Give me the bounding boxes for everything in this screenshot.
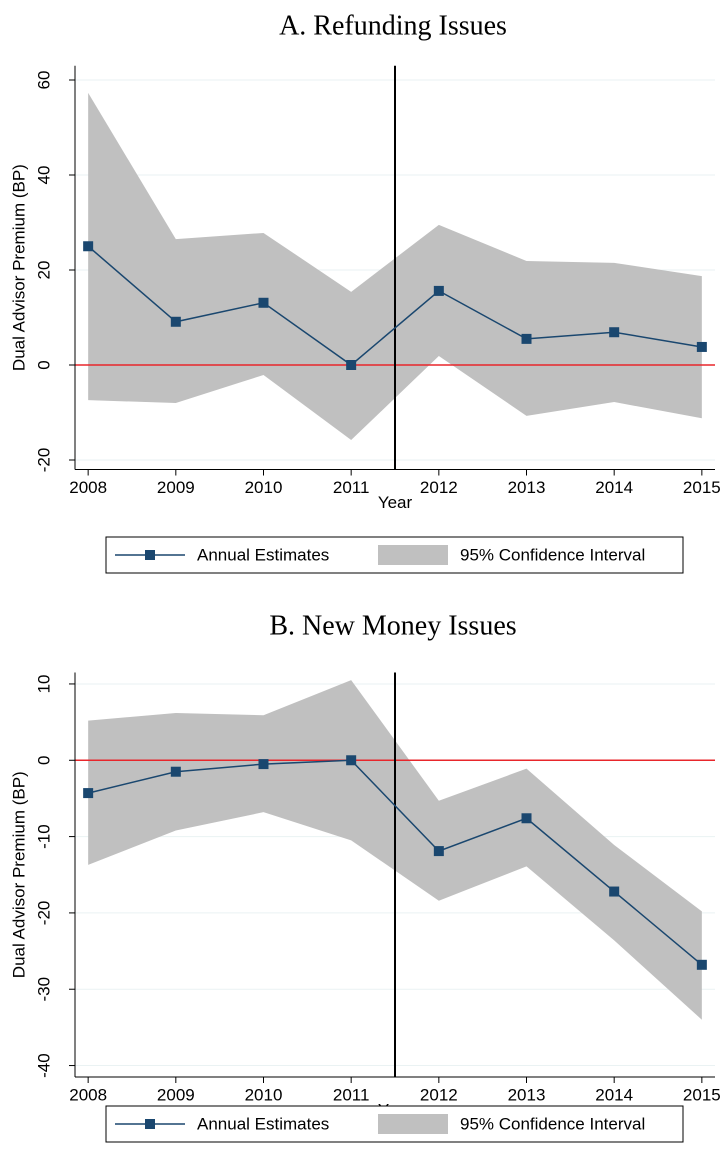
- marker: [346, 360, 357, 370]
- y-tick-label: -20: [34, 448, 53, 473]
- legend-swatch: [378, 545, 448, 565]
- x-tick-label: 2011: [333, 478, 370, 497]
- x-tick-label: 2012: [420, 1085, 458, 1104]
- marker: [346, 755, 357, 766]
- marker: [609, 327, 620, 338]
- x-tick-label: 2015: [683, 1085, 721, 1104]
- chart-title: A. Refunding Issues: [279, 10, 507, 41]
- x-tick-label: 2014: [595, 1085, 633, 1104]
- y-tick-label: -10: [34, 824, 53, 849]
- series-line: [87, 759, 703, 966]
- x-tick-label: 2008: [69, 1085, 107, 1104]
- marker: [433, 285, 444, 296]
- legend-label: 95% Confidence Interval: [460, 1114, 645, 1133]
- marker: [170, 316, 181, 327]
- x-tick-label: 2013: [508, 478, 546, 497]
- x-tick-label: 2012: [420, 478, 458, 497]
- legend-swatch: [378, 1114, 448, 1134]
- y-axis-label: Dual Advisor Premium (BP): [9, 164, 28, 371]
- marker: [433, 846, 444, 857]
- y-tick-label: 0: [34, 360, 53, 369]
- x-tick-label: 2015: [683, 478, 721, 497]
- y-tick-label: -30: [34, 977, 53, 1002]
- y-tick-label: 0: [34, 756, 53, 765]
- y-tick-label: 40: [34, 166, 53, 185]
- x-tick-label: 2013: [508, 1085, 546, 1104]
- y-tick-label: -20: [34, 901, 53, 926]
- marker: [258, 297, 269, 308]
- y-axis-label: Dual Advisor Premium (BP): [9, 771, 28, 978]
- chart-title: B. New Money Issues: [269, 610, 516, 641]
- x-tick-label: 2010: [245, 478, 283, 497]
- marker: [521, 333, 532, 344]
- legend-label: Annual Estimates: [197, 1114, 329, 1133]
- marker: [696, 341, 707, 352]
- legend-marker: [145, 1119, 155, 1129]
- series-line: [87, 245, 702, 366]
- x-tick-label: 2010: [245, 1085, 283, 1104]
- marker: [83, 788, 94, 799]
- legend-label: 95% Confidence Interval: [460, 545, 645, 564]
- marker: [521, 813, 532, 824]
- x-tick-label: 2009: [157, 478, 195, 497]
- y-tick-label: -40: [34, 1053, 53, 1078]
- marker: [258, 759, 269, 770]
- x-tick-label: 2009: [157, 1085, 195, 1104]
- y-tick-label: 10: [34, 674, 53, 693]
- x-tick-label: 2011: [333, 1085, 370, 1104]
- legend-marker: [145, 550, 155, 560]
- x-tick-label: 2008: [69, 478, 107, 497]
- legend-label: Annual Estimates: [197, 545, 329, 564]
- x-tick-label: 2014: [595, 478, 633, 497]
- y-tick-label: 20: [34, 261, 53, 280]
- x-axis-label: Year: [378, 493, 413, 512]
- marker: [170, 766, 181, 777]
- marker: [696, 959, 707, 970]
- y-tick-label: 60: [34, 71, 53, 90]
- marker: [609, 886, 620, 897]
- marker: [83, 241, 94, 252]
